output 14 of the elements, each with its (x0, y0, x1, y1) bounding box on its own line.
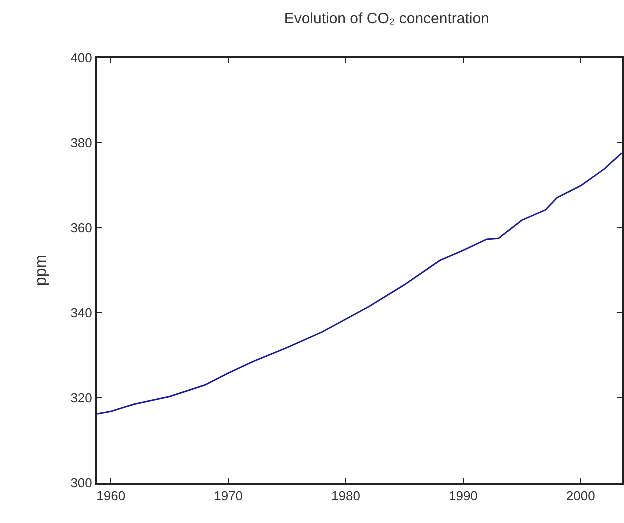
y-tick-label: 300 (70, 476, 92, 491)
line-series (97, 152, 622, 415)
y-tick-label: 340 (70, 306, 92, 321)
x-tick-label: 1960 (96, 488, 126, 504)
x-tick-label: 1970 (214, 488, 243, 504)
y-tick-label: 380 (70, 136, 92, 151)
x-tick-label: 1990 (448, 488, 478, 504)
x-tick-label: 2000 (566, 488, 596, 504)
y-tick-label: 320 (70, 390, 92, 406)
y-tick-label: 360 (70, 220, 92, 236)
x-tick-label: 1980 (332, 488, 360, 504)
y-tick-label: 400 (70, 50, 92, 66)
y-axis-title: ppm (33, 254, 50, 286)
chart-title: Evolution of CO₂ concentration (284, 10, 490, 28)
